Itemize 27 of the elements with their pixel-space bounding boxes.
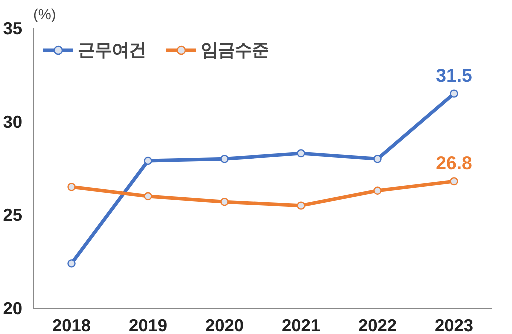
x-tick-label: 2018 [52,316,92,334]
x-tick-label: 2023 [434,316,474,334]
x-tick-label: 2019 [128,316,168,334]
point [144,192,152,201]
y-tick-label: 30 [3,112,23,132]
point [374,186,382,195]
x-tick-label: 2022 [358,316,398,334]
y-tick-label: 20 [3,298,23,318]
point [297,149,306,158]
point [450,177,458,186]
x-tick-label: 2020 [205,316,244,334]
point [68,183,76,192]
x-tick-label: 2021 [282,316,321,334]
legend-label: 임금수준 [201,39,269,62]
point [450,90,458,98]
point [144,156,152,166]
point [374,155,382,164]
legend-label: 근무여건 [78,39,146,62]
y-tick-label: 25 [3,205,23,226]
data-label: 26.8 [436,152,472,174]
data-label: 31.5 [436,64,472,86]
y-axis-title: (%) [34,8,56,24]
point [220,198,229,206]
point [220,155,229,164]
point [297,202,306,210]
point [68,260,76,268]
y-tick-label: 35 [3,18,23,38]
